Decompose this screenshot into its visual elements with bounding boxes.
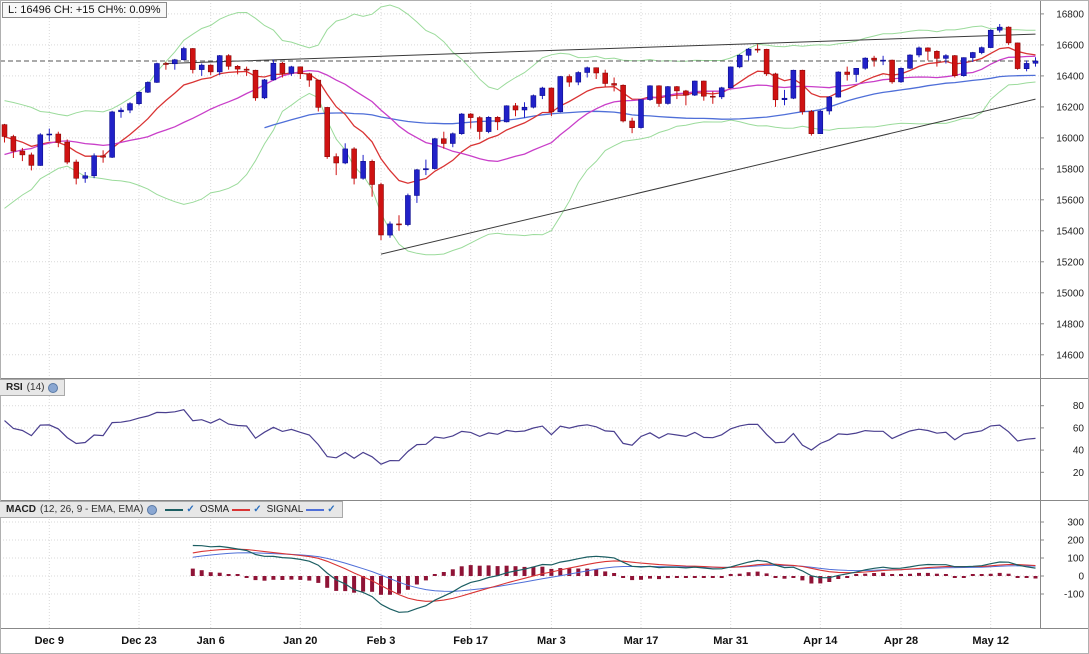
candles xyxy=(1,24,1039,241)
svg-text:Dec 9: Dec 9 xyxy=(35,635,64,647)
svg-text:200: 200 xyxy=(1067,536,1084,547)
svg-text:Feb 17: Feb 17 xyxy=(453,635,488,647)
macd-title: MACD xyxy=(6,504,36,515)
svg-text:60: 60 xyxy=(1073,423,1085,434)
quote-text: L: 16496 CH: +15 CH%: 0.09% xyxy=(8,4,161,16)
legend-checkbox[interactable]: ✓ xyxy=(327,504,336,515)
date-axis-labels: Dec 9 Dec 23 Jan 6 Jan 20 Feb 3 Feb 17 Mar 3 Ma… xyxy=(35,635,1009,647)
price-axis-labels: 16800 16600 16400 16200 16000 15800 15600 15400… xyxy=(1040,9,1084,361)
legend-label: OSMA xyxy=(199,504,230,515)
svg-text:40: 40 xyxy=(1073,446,1085,457)
macd-legend-item: ✓ xyxy=(165,504,195,515)
svg-text:Apr 28: Apr 28 xyxy=(884,635,918,647)
svg-text:16600: 16600 xyxy=(1056,40,1084,51)
svg-text:80: 80 xyxy=(1073,401,1085,412)
svg-text:Jan 20: Jan 20 xyxy=(283,635,317,647)
svg-text:15200: 15200 xyxy=(1056,257,1084,268)
svg-text:14600: 14600 xyxy=(1056,350,1084,361)
macd-signal-line xyxy=(192,548,1036,602)
macd-line xyxy=(192,544,1036,613)
macd-legend-item: OSMA ✓ xyxy=(200,504,262,515)
macd-settings-icon[interactable] xyxy=(147,504,158,515)
svg-text:14800: 14800 xyxy=(1056,319,1084,330)
bollinger-lower-line xyxy=(4,81,1036,256)
trendline-2[interactable] xyxy=(380,98,1036,255)
macd-params: (12, 26, 9 - EMA, EMA) xyxy=(40,504,144,515)
svg-text:Apr 14: Apr 14 xyxy=(803,635,838,647)
svg-text:16200: 16200 xyxy=(1056,102,1084,113)
svg-text:Feb 3: Feb 3 xyxy=(367,635,396,647)
legend-line-sample xyxy=(306,508,325,511)
legend-line-sample xyxy=(165,508,184,511)
fast-ma-line xyxy=(4,46,1036,184)
svg-text:300: 300 xyxy=(1067,518,1084,529)
rsi-settings-icon[interactable] xyxy=(48,382,59,393)
macd-legend-item: SIGNAL ✓ xyxy=(267,504,336,515)
svg-text:20: 20 xyxy=(1073,468,1085,479)
rsi-title: RSI xyxy=(6,382,23,393)
bollinger-upper-line xyxy=(4,4,1036,117)
trendline-1[interactable] xyxy=(165,33,1036,64)
svg-text:0: 0 xyxy=(1078,572,1084,583)
svg-text:100: 100 xyxy=(1067,554,1084,565)
svg-text:15600: 15600 xyxy=(1056,195,1084,206)
legend-checkbox[interactable]: ✓ xyxy=(253,504,262,515)
svg-text:16400: 16400 xyxy=(1056,71,1084,82)
svg-text:15400: 15400 xyxy=(1056,226,1084,237)
macd-panel-header: MACD (12, 26, 9 - EMA, EMA) ✓ OSMA ✓ SIGNAL… xyxy=(0,501,343,518)
svg-text:16800: 16800 xyxy=(1056,9,1084,20)
legend-line-sample xyxy=(232,508,251,511)
macd-axis-labels: 300 200 100 0 -100 xyxy=(1040,518,1084,601)
macd-legend: ✓ OSMA ✓ SIGNAL ✓ xyxy=(165,504,336,515)
svg-text:Dec 23: Dec 23 xyxy=(121,635,156,647)
svg-text:Mar 3: Mar 3 xyxy=(537,635,566,647)
svg-text:Mar 17: Mar 17 xyxy=(624,635,659,647)
legend-checkbox[interactable]: ✓ xyxy=(186,504,195,515)
svg-text:May 12: May 12 xyxy=(972,635,1009,647)
legend-label: SIGNAL xyxy=(266,504,304,515)
svg-text:15000: 15000 xyxy=(1056,288,1084,299)
rsi-panel-header: RSI (14) xyxy=(0,379,66,396)
svg-text:15800: 15800 xyxy=(1056,164,1084,175)
svg-text:Jan 6: Jan 6 xyxy=(197,635,225,647)
slow-ma-line xyxy=(264,74,1036,129)
rsi-axis-labels: 80 60 40 20 xyxy=(1040,401,1084,479)
svg-text:16000: 16000 xyxy=(1056,133,1084,144)
svg-text:-100: -100 xyxy=(1064,590,1084,601)
quote-box: L: 16496 CH: +15 CH%: 0.09% xyxy=(2,2,167,18)
middle-ma-line xyxy=(4,55,1036,163)
rsi-line xyxy=(4,409,1036,465)
rsi-params: (14) xyxy=(26,382,45,393)
svg-text:Mar 31: Mar 31 xyxy=(713,635,748,647)
